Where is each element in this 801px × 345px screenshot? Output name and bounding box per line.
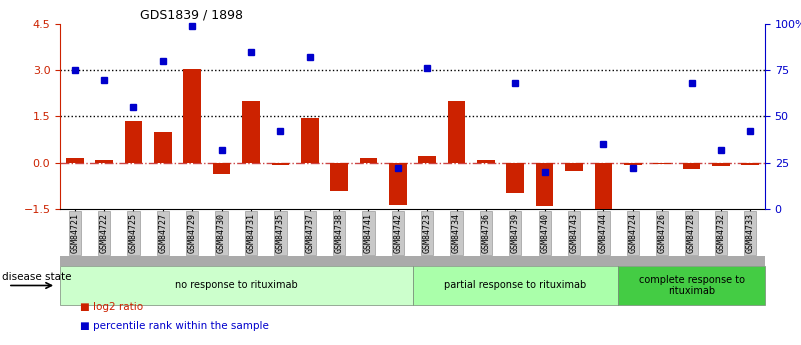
Bar xyxy=(183,69,201,162)
Bar xyxy=(712,162,730,166)
Bar xyxy=(682,162,700,169)
Bar xyxy=(536,162,553,206)
Text: no response to rituximab: no response to rituximab xyxy=(175,280,298,290)
Bar xyxy=(477,160,495,162)
Text: ■ percentile rank within the sample: ■ percentile rank within the sample xyxy=(80,321,269,331)
Text: ■ log2 ratio: ■ log2 ratio xyxy=(80,302,143,312)
Text: disease state: disease state xyxy=(2,272,71,282)
Bar xyxy=(242,101,260,162)
Bar xyxy=(594,162,612,210)
Bar xyxy=(418,156,436,162)
Bar xyxy=(66,158,83,162)
Bar xyxy=(301,118,319,162)
Bar xyxy=(654,162,671,164)
Text: complete response to
rituximab: complete response to rituximab xyxy=(638,275,745,296)
Bar xyxy=(213,162,231,174)
Bar xyxy=(330,162,348,191)
Bar xyxy=(125,121,143,162)
Bar xyxy=(154,132,171,162)
Text: partial response to rituximab: partial response to rituximab xyxy=(445,280,586,290)
Bar xyxy=(566,162,583,171)
Bar xyxy=(360,158,377,162)
Bar xyxy=(742,162,759,165)
Bar xyxy=(624,162,642,165)
Bar xyxy=(448,101,465,162)
Bar xyxy=(95,160,113,162)
Bar xyxy=(272,162,289,165)
Bar xyxy=(506,162,524,193)
Text: GDS1839 / 1898: GDS1839 / 1898 xyxy=(140,9,244,22)
Bar xyxy=(389,162,407,205)
